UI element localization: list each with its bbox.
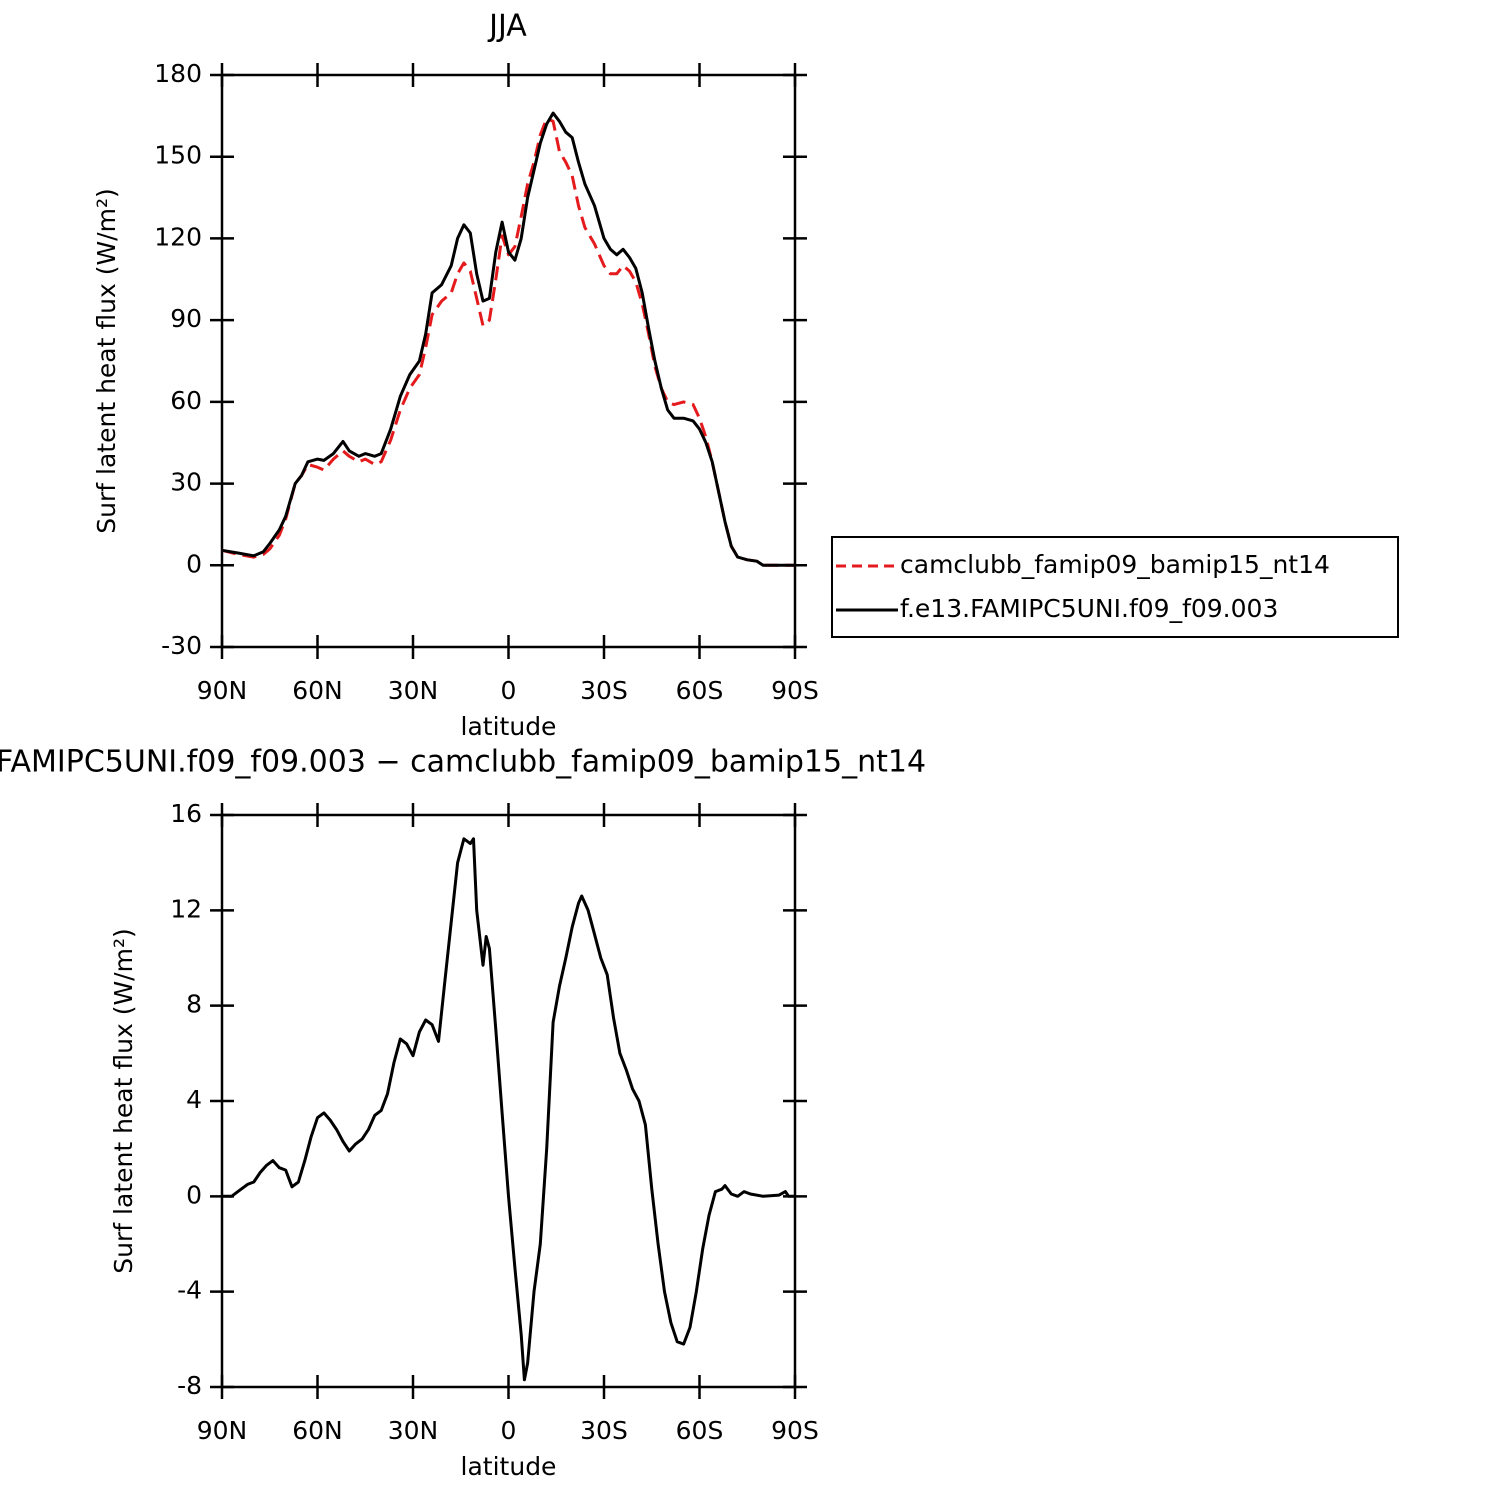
y-tick-label: -8 [177,1371,202,1400]
y-axis-label: Surf latent heat flux (W/m²) [109,928,138,1273]
y-tick-label: 4 [186,1085,202,1114]
plot-frame [220,73,797,649]
y-tick-label: -30 [161,631,202,660]
legend-label: camclubb_famip09_bamip15_nt14 [900,550,1330,579]
x-axis-label: latitude [461,1452,557,1481]
chart-title: JJA [487,9,527,44]
data-line [221,117,795,567]
x-tick-label: 30S [580,1416,628,1445]
x-tick-label: 30N [388,1416,439,1445]
y-tick-label: 120 [154,222,202,251]
chart-title: FAMIPC5UNI.f09_f09.003 − camclubb_famip0… [0,745,926,780]
y-tick-label: 12 [170,894,202,923]
y-axis-label: Surf latent heat flux (W/m²) [92,188,121,533]
x-tick-label: 60S [676,1416,724,1445]
y-tick-label: 180 [154,59,202,88]
y-tick-label: 0 [186,549,202,578]
legend-box [831,536,1399,638]
y-tick-label: 60 [170,386,202,415]
y-tick-label: 16 [170,799,202,828]
x-tick-label: 0 [501,1416,517,1445]
y-tick-label: 90 [170,304,202,333]
x-tick-label: 90N [197,676,248,705]
y-tick-label: 0 [186,1180,202,1209]
y-tick-label: 8 [186,990,202,1019]
x-tick-label: 30N [388,676,439,705]
x-tick-label: 0 [501,676,517,705]
x-tick-label: 90S [771,676,819,705]
legend-label: f.e13.FAMIPC5UNI.f09_f09.003 [900,594,1278,623]
y-tick-label: 150 [154,141,202,170]
data-line [221,111,795,567]
x-tick-label: 60N [292,676,343,705]
x-tick-label: 60N [292,1416,343,1445]
x-tick-label: 60S [676,676,724,705]
x-tick-label: 90N [197,1416,248,1445]
y-tick-label: 30 [170,468,202,497]
x-tick-label: 30S [580,676,628,705]
x-axis-label: latitude [461,712,557,741]
plot-frame [220,813,797,1389]
x-tick-label: 90S [771,1416,819,1445]
data-line [222,837,795,1382]
y-tick-label: -4 [177,1276,202,1305]
